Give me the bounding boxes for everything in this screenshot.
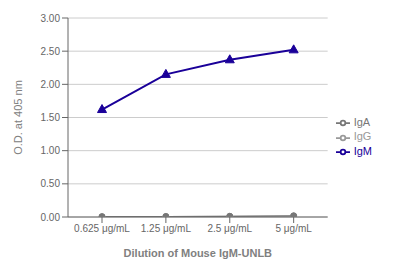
svg-text:2.00: 2.00: [41, 79, 61, 90]
svg-text:5 μg/mL: 5 μg/mL: [275, 223, 312, 234]
svg-text:3.00: 3.00: [41, 13, 61, 24]
svg-text:O.D. at 405 nm: O.D. at 405 nm: [12, 80, 24, 155]
html-text:IgG: IgG: [353, 130, 372, 143]
svg-text:0.00: 0.00: [41, 212, 61, 223]
svg-text:0.50: 0.50: [41, 178, 61, 189]
svg-text:1.50: 1.50: [41, 112, 61, 123]
svg-text:2.5 μg/mL: 2.5 μg/mL: [207, 223, 252, 234]
svg-text:0.625 μg/mL: 0.625 μg/mL: [74, 223, 130, 234]
svg-text:1.25 μg/mL: 1.25 μg/mL: [141, 223, 192, 234]
svg-text:2.50: 2.50: [41, 46, 61, 57]
svg-text:1.00: 1.00: [41, 145, 61, 156]
svg-text:Dilution of Mouse IgM-UNLB: Dilution of Mouse IgM-UNLB: [124, 247, 273, 259]
html-text:IgM: IgM: [353, 144, 372, 157]
html-text:IgA: IgA: [353, 116, 371, 129]
